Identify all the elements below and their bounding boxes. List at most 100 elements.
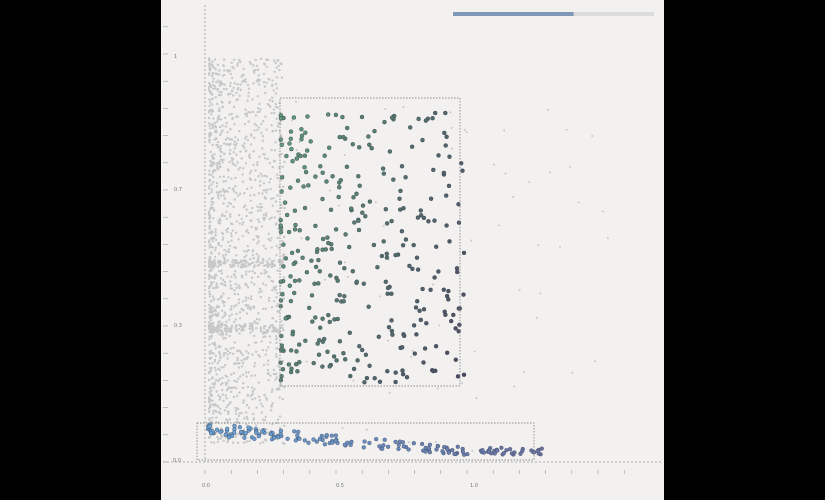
data-point: [216, 143, 219, 147]
data-point: [234, 435, 238, 438]
data-point: [242, 67, 245, 71]
data-point: [221, 129, 224, 132]
data-point: [210, 441, 213, 444]
data-point: [271, 323, 274, 327]
data-point: [221, 238, 224, 241]
data-point: [248, 322, 252, 325]
data-point: [211, 72, 215, 75]
data-point: [256, 95, 259, 98]
data-point: [267, 237, 270, 241]
data-point: [217, 410, 221, 414]
data-point: [237, 298, 241, 301]
data-point: [274, 320, 278, 323]
data-point: [266, 363, 269, 366]
data-point: [396, 446, 401, 451]
data-point: [252, 418, 255, 422]
data-point: [219, 165, 222, 168]
data-point: [224, 436, 227, 439]
data-point: [211, 382, 214, 385]
data-point: [295, 369, 300, 374]
data-point: [226, 439, 230, 442]
data-point: [330, 440, 335, 445]
data-point: [275, 376, 278, 379]
data-point: [234, 270, 237, 273]
data-point: [318, 325, 323, 330]
data-point: [245, 273, 248, 276]
data-point: [234, 318, 237, 321]
data-point: [270, 261, 274, 264]
data-point: [233, 292, 236, 296]
plot-panel: [161, 0, 664, 500]
data-point: [436, 387, 439, 390]
data-point: [236, 441, 240, 444]
data-point: [265, 349, 268, 352]
data-point: [393, 379, 398, 385]
data-point: [265, 214, 268, 217]
data-point: [470, 239, 473, 242]
data-point: [245, 135, 248, 138]
data-point: [251, 249, 255, 252]
data-point: [225, 189, 228, 193]
data-point: [248, 211, 251, 214]
data-point: [255, 261, 258, 264]
data-point: [221, 282, 224, 286]
data-point: [257, 353, 260, 357]
data-point: [256, 322, 259, 325]
data-point: [244, 299, 248, 302]
data-point: [238, 323, 241, 327]
data-point: [461, 381, 463, 384]
data-point: [274, 61, 277, 65]
data-point: [241, 353, 244, 357]
data-point: [208, 243, 211, 247]
data-point: [238, 222, 241, 225]
data-point: [219, 353, 222, 356]
data-point: [276, 303, 280, 306]
data-point: [224, 284, 227, 287]
selection-box-upper[interactable]: [279, 97, 461, 387]
data-point: [274, 82, 278, 86]
data-point: [263, 438, 267, 441]
data-point: [259, 330, 263, 333]
data-point: [245, 411, 248, 414]
data-point: [216, 331, 219, 334]
data-point: [283, 386, 286, 389]
data-point: [267, 232, 270, 235]
data-point: [344, 164, 350, 170]
data-point: [249, 219, 252, 222]
data-point: [244, 371, 248, 374]
data-point: [271, 130, 274, 133]
data-point: [402, 333, 407, 339]
data-point: [380, 166, 386, 171]
data-point: [216, 89, 219, 92]
data-point: [369, 145, 374, 151]
data-point: [247, 231, 250, 235]
data-point: [275, 87, 279, 90]
data-point: [232, 346, 235, 349]
data-point: [211, 206, 214, 209]
selection-box-lower[interactable]: [196, 422, 535, 461]
data-point: [267, 379, 270, 382]
data-point: [257, 381, 260, 384]
data-point: [225, 375, 229, 379]
data-point: [225, 418, 228, 421]
data-point: [263, 174, 267, 177]
data-point: [434, 441, 437, 443]
data-point: [269, 263, 273, 266]
data-point: [225, 328, 228, 331]
data-point: [254, 397, 257, 400]
data-point: [385, 291, 390, 296]
data-point: [303, 169, 309, 175]
data-point: [236, 161, 239, 164]
data-point: [363, 352, 369, 357]
data-point: [226, 143, 229, 146]
data-point: [237, 301, 240, 305]
data-point: [208, 350, 211, 354]
data-point: [406, 447, 411, 452]
data-point: [230, 235, 233, 238]
data-point: [216, 440, 219, 444]
data-point: [215, 137, 218, 140]
data-point: [207, 210, 211, 214]
data-point: [493, 163, 495, 166]
data-point: [220, 131, 223, 134]
